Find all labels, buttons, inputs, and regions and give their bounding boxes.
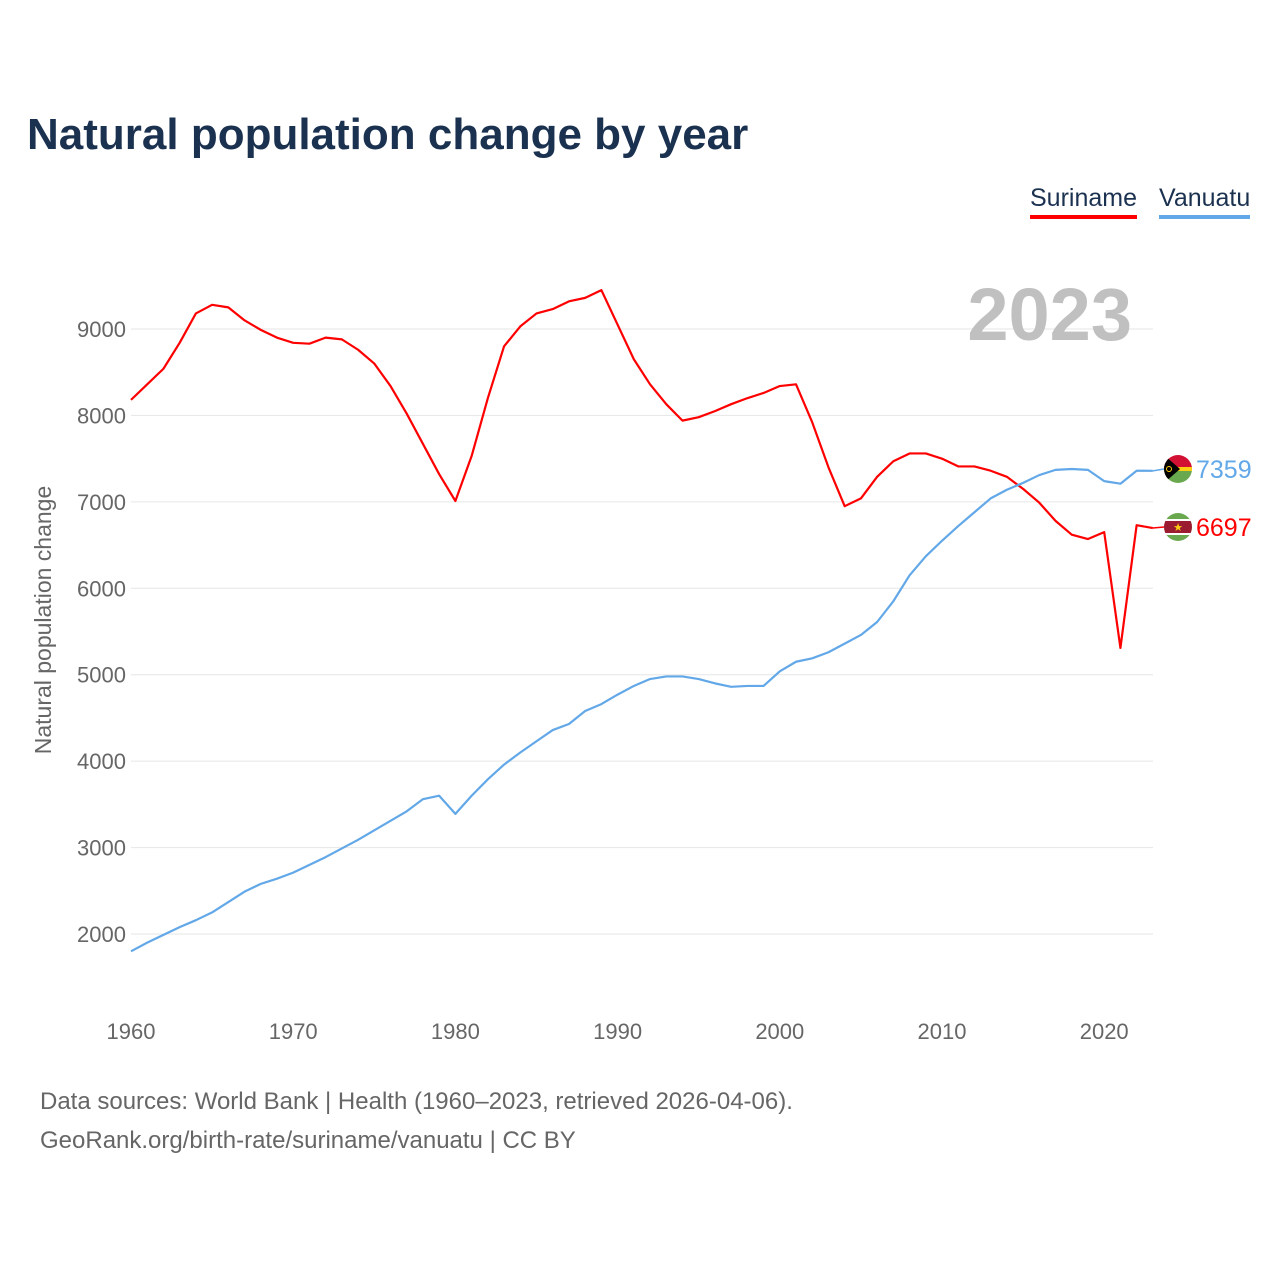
x-tick-label: 1980 xyxy=(431,1019,480,1044)
svg-text:★: ★ xyxy=(1173,522,1183,534)
end-value-label-suriname: 6697 xyxy=(1196,514,1252,542)
series-line-suriname xyxy=(130,289,1154,650)
y-tick-label: 2000 xyxy=(77,922,126,947)
series-line-vanuatu xyxy=(130,467,1153,953)
y-tick-label: 4000 xyxy=(77,749,126,774)
y-tick-label: 6000 xyxy=(77,576,126,601)
y-tick-label: 3000 xyxy=(77,836,126,861)
legend-suriname[interactable]: Suriname xyxy=(1030,184,1137,219)
end-value-label-vanuatu: 7359 xyxy=(1196,456,1252,484)
x-tick-label: 1990 xyxy=(593,1019,642,1044)
x-tick-label: 1970 xyxy=(269,1019,318,1044)
footer-sources: Data sources: World Bank | Health (1960–… xyxy=(40,1088,793,1115)
y-tick-label: 9000 xyxy=(77,317,126,342)
vanuatu-flag-icon xyxy=(1164,455,1192,483)
year-watermark: 2023 xyxy=(967,273,1132,356)
end-connector xyxy=(1152,526,1165,529)
x-tick-label: 2000 xyxy=(755,1019,804,1044)
y-tick-label: 5000 xyxy=(77,663,126,688)
x-tick-label: 2020 xyxy=(1080,1019,1129,1044)
y-tick-label: 8000 xyxy=(77,403,126,428)
footer-link[interactable]: GeoRank.org/birth-rate/suriname/vanuatu … xyxy=(40,1127,576,1154)
y-tick-label: 7000 xyxy=(77,490,126,515)
y-axis-label: Natural population change xyxy=(30,486,56,755)
x-tick-label: 2010 xyxy=(918,1019,967,1044)
chart-title: Natural population change by year xyxy=(27,110,749,159)
suriname-flag-icon: ★ xyxy=(1164,513,1192,541)
x-tick-label: 1960 xyxy=(107,1019,156,1044)
legend-vanuatu[interactable]: Vanuatu xyxy=(1159,184,1251,219)
end-connector xyxy=(1152,468,1165,472)
